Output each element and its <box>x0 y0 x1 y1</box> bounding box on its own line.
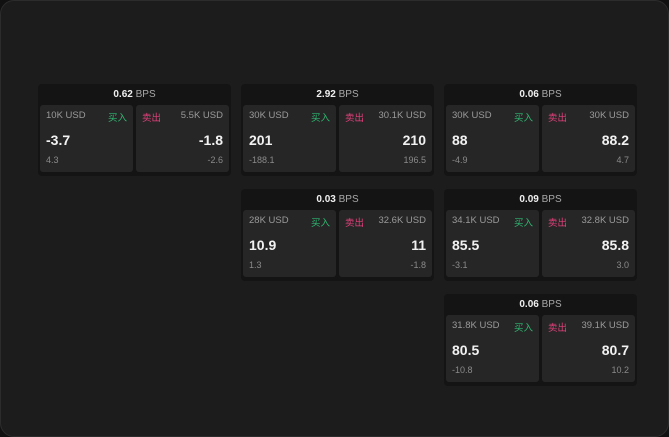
spread-unit: BPS <box>541 299 562 310</box>
ask-size: 39.1K USD <box>581 320 629 331</box>
bid-change: 1.3 <box>249 260 262 270</box>
bid-change: -188.1 <box>249 155 275 165</box>
bid-change: -4.9 <box>452 155 468 165</box>
sell-panel[interactable]: 卖出 32.8K USD 85.8 3.0 <box>542 210 635 277</box>
ask-price: 80.7 <box>601 342 629 358</box>
quote-card: 0.62 BPS 10K USD 买入 -3.7 4.3 卖出 5.5K USD -… <box>38 84 231 176</box>
sell-panel[interactable]: 卖出 39.1K USD 80.7 10.2 <box>542 315 635 382</box>
ask-change: 196.5 <box>403 155 426 165</box>
spread-unit: BPS <box>541 194 562 205</box>
ask-change: 3.0 <box>616 260 629 270</box>
quote-card: 0.06 BPS 31.8K USD 买入 80.5 -10.8 卖出 39.1K … <box>444 294 637 386</box>
bid-price: 85.5 <box>452 237 480 253</box>
buy-panel[interactable]: 34.1K USD 买入 85.5 -3.1 <box>446 210 539 277</box>
ask-size: 30K USD <box>589 110 629 121</box>
bid-size: 30K USD <box>249 110 289 121</box>
sell-panel[interactable]: 卖出 30.1K USD 210 196.5 <box>339 105 432 172</box>
buy-button[interactable]: 买入 <box>513 218 533 229</box>
bid-size: 30K USD <box>452 110 492 121</box>
buy-button[interactable]: 买入 <box>513 323 533 334</box>
ask-price: 210 <box>402 132 426 148</box>
quote-card: 0.09 BPS 34.1K USD 买入 85.5 -3.1 卖出 32.8K U… <box>444 189 637 281</box>
sell-panel[interactable]: 卖出 30K USD 88.2 4.7 <box>542 105 635 172</box>
sell-button[interactable]: 卖出 <box>345 113 365 124</box>
sell-button[interactable]: 卖出 <box>142 113 162 124</box>
buy-button[interactable]: 买入 <box>513 113 533 124</box>
spread-header: 0.62 BPS <box>38 84 231 105</box>
spread-header: 0.09 BPS <box>444 189 637 210</box>
ask-size: 32.8K USD <box>581 215 629 226</box>
bid-price: -3.7 <box>46 132 71 148</box>
spread-value: 2.92 <box>316 89 336 100</box>
ask-price: 11 <box>411 237 426 253</box>
ask-size: 5.5K USD <box>180 110 223 121</box>
spread-unit: BPS <box>135 89 156 100</box>
sell-button[interactable]: 卖出 <box>345 218 365 229</box>
buy-panel[interactable]: 28K USD 买入 10.9 1.3 <box>243 210 336 277</box>
sell-button[interactable]: 卖出 <box>548 323 568 334</box>
bid-change: -10.8 <box>452 365 473 375</box>
buy-panel[interactable]: 30K USD 买入 88 -4.9 <box>446 105 539 172</box>
quote-card: 0.06 BPS 30K USD 买入 88 -4.9 卖出 30K USD 88.… <box>444 84 637 176</box>
quote-card: 2.92 BPS 30K USD 买入 201 -188.1 卖出 30.1K US… <box>241 84 434 176</box>
bid-change: -3.1 <box>452 260 468 270</box>
ask-change: 10.2 <box>611 365 629 375</box>
spread-value: 0.06 <box>519 299 539 310</box>
spread-value: 0.09 <box>519 194 539 205</box>
spread-unit: BPS <box>338 89 359 100</box>
spread-value: 0.06 <box>519 89 539 100</box>
spread-unit: BPS <box>541 89 562 100</box>
sell-button[interactable]: 卖出 <box>548 218 568 229</box>
buy-button[interactable]: 买入 <box>310 113 330 124</box>
bid-change: 4.3 <box>46 155 59 165</box>
bid-price: 88 <box>452 132 468 148</box>
ask-change: 4.7 <box>616 155 629 165</box>
bid-price: 201 <box>249 132 273 148</box>
spread-header: 0.03 BPS <box>241 189 434 210</box>
buy-panel[interactable]: 10K USD 买入 -3.7 4.3 <box>40 105 133 172</box>
sell-panel[interactable]: 卖出 32.6K USD 11 -1.8 <box>339 210 432 277</box>
ask-change: -2.6 <box>207 155 223 165</box>
sell-button[interactable]: 卖出 <box>548 113 568 124</box>
ask-change: -1.8 <box>410 260 426 270</box>
bid-price: 10.9 <box>249 237 277 253</box>
bid-size: 28K USD <box>249 215 289 226</box>
spread-header: 2.92 BPS <box>241 84 434 105</box>
bid-price: 80.5 <box>452 342 480 358</box>
spread-header: 0.06 BPS <box>444 84 637 105</box>
spread-value: 0.62 <box>113 89 133 100</box>
ask-size: 32.6K USD <box>378 215 426 226</box>
ask-price: 85.8 <box>601 237 629 253</box>
buy-button[interactable]: 买入 <box>107 113 127 124</box>
spread-value: 0.03 <box>316 194 336 205</box>
bid-size: 34.1K USD <box>452 215 500 226</box>
spread-header: 0.06 BPS <box>444 294 637 315</box>
quote-card: 0.03 BPS 28K USD 买入 10.9 1.3 卖出 32.6K USD … <box>241 189 434 281</box>
buy-button[interactable]: 买入 <box>310 218 330 229</box>
buy-panel[interactable]: 30K USD 买入 201 -188.1 <box>243 105 336 172</box>
bid-size: 31.8K USD <box>452 320 500 331</box>
ask-size: 30.1K USD <box>378 110 426 121</box>
bid-size: 10K USD <box>46 110 86 121</box>
spread-unit: BPS <box>338 194 359 205</box>
ask-price: -1.8 <box>198 132 223 148</box>
sell-panel[interactable]: 卖出 5.5K USD -1.8 -2.6 <box>136 105 229 172</box>
ask-price: 88.2 <box>601 132 629 148</box>
buy-panel[interactable]: 31.8K USD 买入 80.5 -10.8 <box>446 315 539 382</box>
